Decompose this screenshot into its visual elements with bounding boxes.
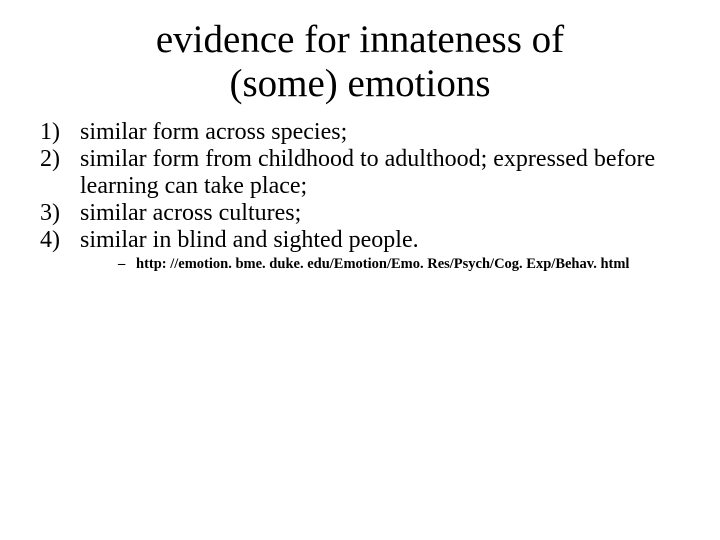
reference-text: http: //emotion. bme. duke. edu/Emotion/… xyxy=(136,256,629,272)
numbered-list: similar form across species; similar for… xyxy=(28,119,692,272)
title-line-1: evidence for innateness of xyxy=(156,18,564,61)
slide-title: evidence for innateness of (some) emotio… xyxy=(28,18,692,105)
list-item-text: similar form across species; xyxy=(80,119,347,145)
title-line-2: (some) emotions xyxy=(229,62,490,105)
list-item-text: similar in blind and sighted people. xyxy=(80,227,419,253)
list-item-text: similar form from childhood to adulthood… xyxy=(80,146,655,199)
reference-list: http: //emotion. bme. duke. edu/Emotion/… xyxy=(80,256,692,272)
list-item: similar form from childhood to adulthood… xyxy=(28,146,692,200)
list-item: similar form across species; xyxy=(28,119,692,146)
list-item: similar across cultures; xyxy=(28,200,692,227)
list-item: similar in blind and sighted people. htt… xyxy=(28,227,692,272)
slide: evidence for innateness of (some) emotio… xyxy=(0,0,720,540)
list-item-text: similar across cultures; xyxy=(80,200,301,226)
reference-item: http: //emotion. bme. duke. edu/Emotion/… xyxy=(118,256,692,272)
